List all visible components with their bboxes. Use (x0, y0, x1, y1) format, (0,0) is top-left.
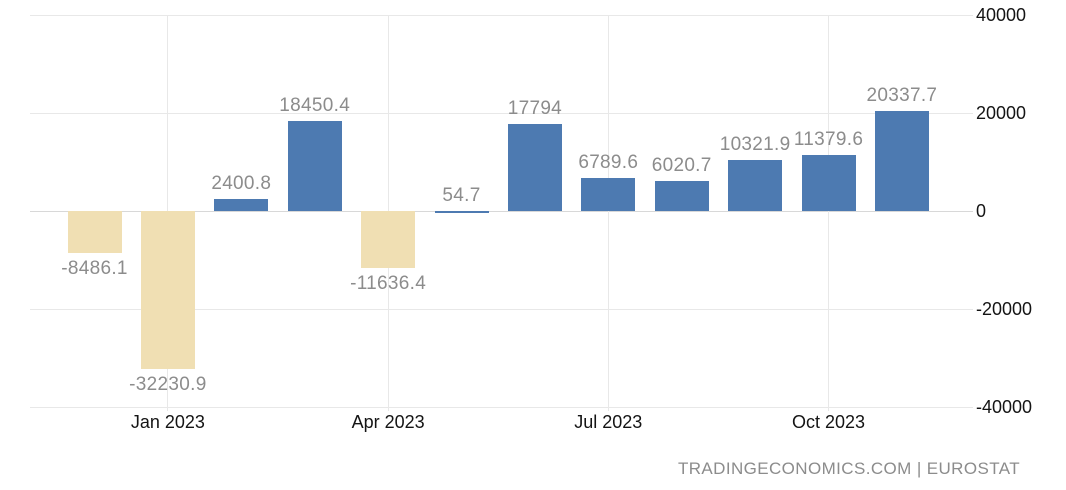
bar-feb-2023[interactable] (214, 199, 269, 211)
bar-sep-2023[interactable] (728, 160, 783, 211)
x-axis-tick-label: Oct 2023 (791, 412, 866, 432)
bar-value-label: 11379.6 (793, 129, 864, 151)
x-axis-tick-label: Apr 2023 (351, 412, 425, 432)
y-grid-line (30, 112, 973, 114)
bar-jun-2023[interactable] (507, 123, 562, 211)
bar-value-label: 6789.6 (578, 151, 639, 173)
y-grid-line (30, 14, 973, 16)
bar-value-label: 6020.7 (651, 155, 712, 177)
y-axis-tick-label: -40000 (976, 397, 1033, 417)
bar-dec-2022[interactable] (67, 211, 122, 253)
bar-jul-2023[interactable] (581, 177, 636, 211)
bar-value-label: -8486.1 (61, 257, 128, 279)
bar-apr-2023[interactable] (361, 211, 416, 269)
bar-value-label: 10321.9 (719, 134, 791, 156)
zero-grid-line (30, 210, 973, 212)
bar-value-label: -11636.4 (350, 273, 427, 295)
x-axis-tick-label: Jan 2023 (130, 412, 205, 432)
x-axis-tick-label: Jul 2023 (574, 412, 643, 432)
bar-value-label: 20337.7 (866, 85, 938, 107)
y-axis-tick-label: 20000 (976, 103, 1027, 123)
bar-may-2023[interactable] (434, 210, 489, 213)
x-grid-line (828, 15, 829, 411)
bar-aug-2023[interactable] (654, 181, 709, 211)
y-axis-tick-label: 40000 (976, 5, 1027, 25)
bar-value-label: 17794 (507, 97, 563, 119)
y-axis-tick-label: -20000 (976, 299, 1033, 319)
x-grid-line (607, 15, 609, 411)
y-grid-line (30, 406, 973, 408)
plot-area: -8486.1 -32230.9 2400.8 18450.4 -11636.4 54.7… (30, 14, 973, 411)
bar-value-label: 18450.4 (279, 94, 351, 116)
bar-jan-2023[interactable] (140, 211, 195, 369)
bar-nov-2023[interactable] (874, 111, 929, 211)
bar-value-label: 54.7 (442, 184, 481, 206)
bar-mar-2023[interactable] (287, 120, 342, 211)
bar-value-label: -32230.9 (129, 373, 207, 395)
y-axis-tick-label: 0 (976, 201, 987, 221)
y-grid-line (30, 308, 973, 310)
bar-value-label: 2400.8 (211, 173, 272, 195)
source-attribution-link[interactable]: TRADINGECONOMICS.COM | EUROSTAT (677, 459, 1020, 478)
bar-oct-2023[interactable] (801, 155, 856, 211)
